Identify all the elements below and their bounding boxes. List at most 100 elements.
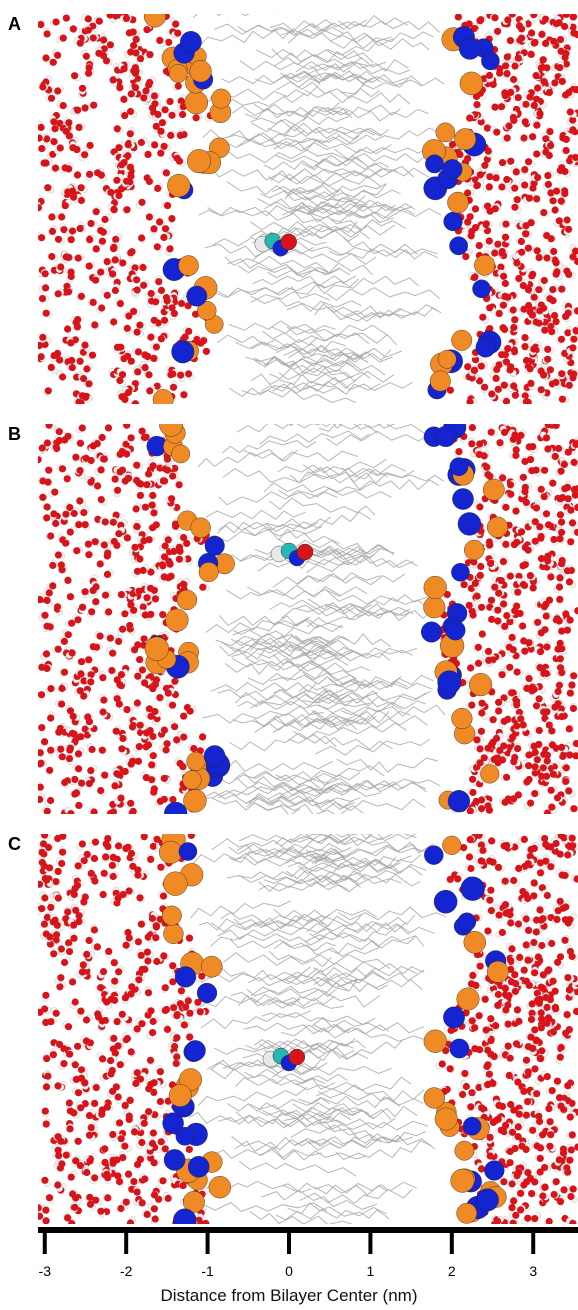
- water-oxygen: [115, 144, 123, 152]
- water-oxygen: [514, 94, 522, 102]
- water-oxygen: [491, 14, 499, 22]
- water-oxygen: [58, 465, 67, 473]
- water-oxygen: [55, 437, 63, 445]
- water-oxygen: [114, 1042, 122, 1050]
- choline-nitrogen-bead: [435, 425, 457, 447]
- lipid-tail: [221, 440, 317, 454]
- water-oxygen: [77, 196, 85, 205]
- water-oxygen: [478, 603, 486, 611]
- water-oxygen: [544, 424, 552, 429]
- water-oxygen: [150, 788, 158, 796]
- water-oxygen: [520, 1087, 528, 1095]
- lipid-tail: [314, 1181, 417, 1195]
- water-oxygen: [62, 14, 70, 22]
- water-oxygen: [147, 333, 155, 341]
- water-oxygen: [100, 869, 108, 877]
- lipid-tail: [228, 320, 336, 331]
- water-oxygen: [43, 439, 51, 447]
- water-oxygen: [569, 14, 577, 21]
- water-oxygen: [71, 72, 79, 80]
- water-oxygen: [151, 707, 159, 716]
- water-oxygen: [555, 583, 564, 591]
- lipid-tail: [260, 376, 357, 392]
- water-oxygen: [45, 1194, 54, 1202]
- water-oxygen: [100, 541, 108, 549]
- water-oxygen: [531, 790, 539, 798]
- lipid-tail: [272, 1065, 392, 1078]
- water-oxygen: [85, 551, 93, 559]
- water-oxygen: [542, 434, 551, 442]
- water-oxygen: [156, 218, 164, 226]
- water-oxygen: [121, 767, 129, 776]
- water-oxygen: [149, 491, 157, 499]
- water-oxygen: [536, 648, 545, 656]
- water-oxygen: [109, 649, 117, 657]
- water-oxygen: [552, 187, 561, 195]
- water-oxygen: [500, 600, 508, 608]
- water-oxygen: [147, 610, 155, 618]
- water-oxygen: [118, 161, 126, 169]
- water-oxygen: [558, 518, 566, 526]
- water-oxygen: [78, 779, 86, 787]
- lipid-tail: [270, 167, 382, 181]
- water-oxygen: [508, 1180, 516, 1188]
- lipid-tail: [325, 430, 438, 446]
- water-oxygen: [110, 205, 118, 213]
- water-oxygen: [477, 362, 485, 370]
- lipid-tail: [234, 1137, 333, 1152]
- water-oxygen: [100, 455, 108, 463]
- water-oxygen: [74, 106, 82, 114]
- water-oxygen: [562, 777, 570, 785]
- lipid-tail: [297, 572, 406, 586]
- water-oxygen: [89, 442, 97, 450]
- water-oxygen: [138, 1138, 146, 1147]
- water-oxygen: [154, 110, 162, 119]
- water-oxygen: [38, 456, 42, 464]
- water-oxygen: [138, 1020, 146, 1028]
- water-oxygen: [495, 310, 503, 318]
- water-oxygen: [514, 54, 522, 62]
- water-oxygen: [478, 709, 486, 717]
- water-oxygen: [505, 992, 513, 1000]
- water-oxygen: [106, 41, 114, 49]
- lipid-tail: [326, 106, 429, 122]
- water-oxygen: [38, 123, 45, 131]
- water-oxygen: [518, 34, 526, 42]
- water-oxygen: [504, 345, 512, 353]
- lipid-tail: [220, 74, 321, 86]
- water-oxygen: [512, 507, 520, 515]
- lipid-tail: [293, 364, 395, 383]
- lipid-tail: [271, 48, 374, 64]
- water-oxygen: [200, 337, 208, 345]
- water-oxygen: [118, 745, 126, 753]
- water-oxygen: [562, 50, 570, 58]
- water-oxygen: [73, 547, 81, 555]
- water-oxygen: [484, 744, 492, 752]
- water-oxygen: [541, 1163, 549, 1172]
- phosphate-bead: [187, 149, 211, 174]
- water-oxygen: [511, 316, 519, 324]
- water-oxygen: [535, 254, 543, 262]
- water-oxygen: [144, 352, 152, 360]
- water-oxygen: [506, 366, 514, 374]
- water-oxygen: [485, 71, 494, 79]
- water-oxygen: [455, 448, 463, 456]
- water-oxygen: [103, 570, 112, 578]
- water-oxygen: [39, 840, 48, 848]
- lipid-tail: [235, 635, 349, 649]
- water-oxygen: [170, 547, 178, 555]
- water-oxygen: [85, 718, 93, 726]
- lipid-tail: [265, 511, 371, 530]
- water-oxygen: [131, 646, 139, 654]
- water-oxygen: [574, 607, 578, 615]
- water-oxygen: [511, 971, 519, 979]
- water-oxygen: [54, 235, 63, 243]
- lipid-tail: [250, 373, 354, 386]
- water-oxygen: [88, 745, 96, 754]
- water-oxygen: [532, 466, 540, 474]
- lipid-tail: [252, 770, 361, 786]
- water-oxygen: [547, 786, 555, 794]
- water-oxygen: [521, 166, 529, 174]
- water-oxygen: [115, 637, 123, 645]
- lipid-tail: [308, 1130, 427, 1149]
